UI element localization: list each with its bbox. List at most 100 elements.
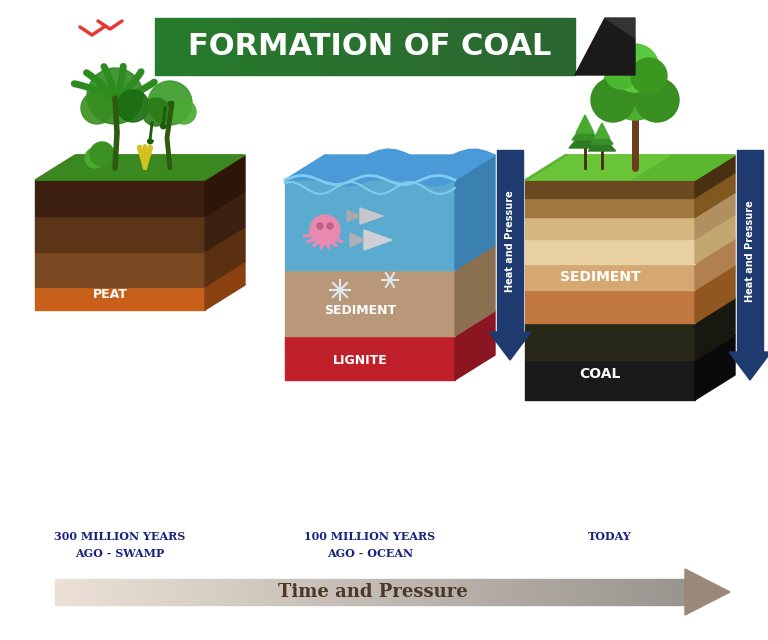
Polygon shape — [601, 579, 606, 605]
Polygon shape — [323, 18, 327, 75]
Polygon shape — [511, 579, 517, 605]
Polygon shape — [591, 579, 596, 605]
Polygon shape — [516, 18, 521, 75]
Polygon shape — [376, 579, 380, 605]
Polygon shape — [559, 579, 564, 605]
Polygon shape — [522, 579, 528, 605]
Polygon shape — [155, 18, 159, 75]
Polygon shape — [252, 18, 256, 75]
Polygon shape — [541, 18, 545, 75]
Polygon shape — [189, 18, 193, 75]
Polygon shape — [165, 579, 170, 605]
Polygon shape — [462, 18, 466, 75]
Polygon shape — [458, 18, 462, 75]
Polygon shape — [187, 579, 191, 605]
Polygon shape — [65, 579, 71, 605]
Polygon shape — [353, 18, 356, 75]
Polygon shape — [674, 579, 680, 605]
Polygon shape — [139, 579, 144, 605]
Polygon shape — [571, 18, 575, 75]
Polygon shape — [285, 180, 455, 270]
Polygon shape — [285, 270, 455, 336]
Polygon shape — [485, 579, 491, 605]
Polygon shape — [319, 18, 323, 75]
Polygon shape — [575, 18, 635, 75]
Polygon shape — [554, 18, 558, 75]
Polygon shape — [344, 18, 348, 75]
Polygon shape — [407, 18, 411, 75]
Polygon shape — [356, 18, 361, 75]
Polygon shape — [332, 18, 336, 75]
Polygon shape — [205, 18, 210, 75]
Polygon shape — [637, 579, 643, 605]
Polygon shape — [207, 579, 213, 605]
Polygon shape — [239, 579, 244, 605]
Circle shape — [327, 223, 333, 229]
Polygon shape — [60, 579, 65, 605]
Polygon shape — [87, 579, 91, 605]
Polygon shape — [554, 579, 559, 605]
Polygon shape — [81, 579, 87, 605]
Polygon shape — [350, 233, 364, 247]
Polygon shape — [291, 579, 296, 605]
Polygon shape — [218, 579, 223, 605]
Polygon shape — [293, 18, 298, 75]
Polygon shape — [439, 579, 443, 605]
Polygon shape — [35, 155, 245, 180]
Text: TODAY: TODAY — [588, 531, 632, 543]
Polygon shape — [470, 579, 475, 605]
Polygon shape — [480, 579, 485, 605]
Polygon shape — [218, 18, 222, 75]
Polygon shape — [525, 239, 695, 264]
Polygon shape — [286, 579, 291, 605]
Polygon shape — [365, 579, 370, 605]
Polygon shape — [489, 332, 531, 360]
Polygon shape — [407, 579, 412, 605]
Polygon shape — [344, 579, 349, 605]
Polygon shape — [310, 18, 315, 75]
Polygon shape — [202, 579, 207, 605]
Polygon shape — [491, 18, 495, 75]
Polygon shape — [170, 579, 176, 605]
Polygon shape — [525, 360, 695, 400]
Polygon shape — [339, 18, 344, 75]
Polygon shape — [176, 18, 180, 75]
Polygon shape — [548, 579, 554, 605]
Polygon shape — [296, 579, 302, 605]
Polygon shape — [214, 18, 218, 75]
Polygon shape — [201, 18, 205, 75]
Polygon shape — [172, 18, 176, 75]
Polygon shape — [572, 122, 598, 140]
Polygon shape — [550, 18, 554, 75]
Polygon shape — [210, 18, 214, 75]
Polygon shape — [648, 579, 654, 605]
Polygon shape — [228, 579, 233, 605]
Polygon shape — [487, 18, 491, 75]
Polygon shape — [433, 579, 439, 605]
Polygon shape — [564, 579, 570, 605]
Polygon shape — [664, 579, 669, 605]
Polygon shape — [525, 218, 695, 239]
Polygon shape — [128, 579, 134, 605]
Polygon shape — [606, 579, 611, 605]
Circle shape — [142, 98, 170, 126]
Polygon shape — [455, 155, 495, 270]
Polygon shape — [530, 155, 670, 180]
Polygon shape — [445, 18, 449, 75]
Polygon shape — [475, 579, 480, 605]
Polygon shape — [591, 129, 613, 144]
Polygon shape — [123, 579, 128, 605]
Polygon shape — [695, 155, 735, 198]
Polygon shape — [622, 579, 627, 605]
Polygon shape — [441, 18, 445, 75]
Polygon shape — [276, 18, 281, 75]
Polygon shape — [315, 18, 319, 75]
Polygon shape — [361, 18, 365, 75]
Polygon shape — [478, 18, 482, 75]
Polygon shape — [227, 18, 230, 75]
Polygon shape — [373, 18, 378, 75]
Polygon shape — [569, 130, 601, 148]
Polygon shape — [339, 579, 344, 605]
Polygon shape — [239, 18, 243, 75]
Polygon shape — [328, 579, 333, 605]
